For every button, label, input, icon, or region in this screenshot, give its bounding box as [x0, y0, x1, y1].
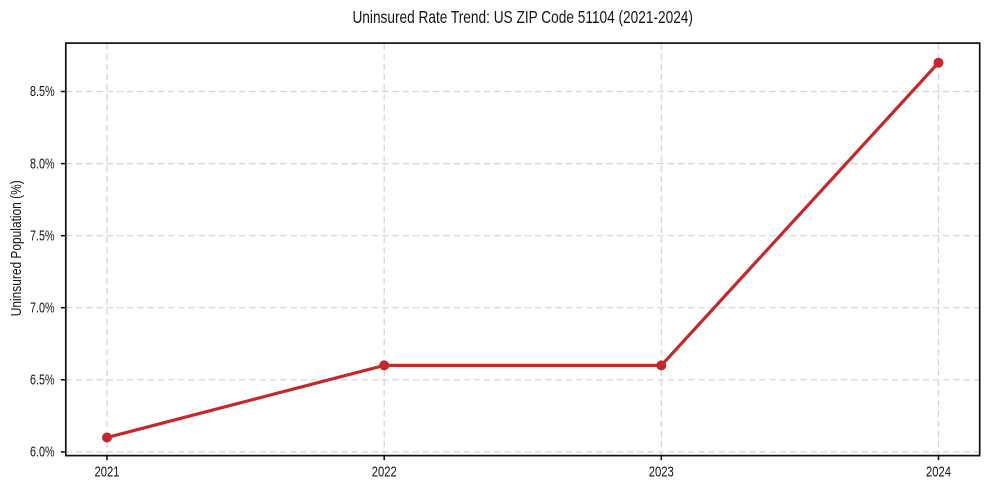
svg-text:2024: 2024 — [926, 464, 951, 480]
svg-text:Uninsured Population (%): Uninsured Population (%) — [9, 180, 25, 316]
svg-text:6.5%: 6.5% — [30, 373, 55, 389]
svg-text:7.5%: 7.5% — [30, 228, 55, 244]
svg-text:Uninsured Rate Trend: US ZIP C: Uninsured Rate Trend: US ZIP Code 51104 … — [352, 7, 693, 27]
svg-text:6.0%: 6.0% — [30, 445, 55, 461]
svg-text:8.0%: 8.0% — [30, 156, 55, 172]
svg-text:2021: 2021 — [95, 464, 120, 480]
svg-text:7.0%: 7.0% — [30, 300, 55, 316]
svg-text:2023: 2023 — [649, 464, 674, 480]
svg-text:8.5%: 8.5% — [30, 84, 55, 100]
svg-text:2022: 2022 — [372, 464, 397, 480]
